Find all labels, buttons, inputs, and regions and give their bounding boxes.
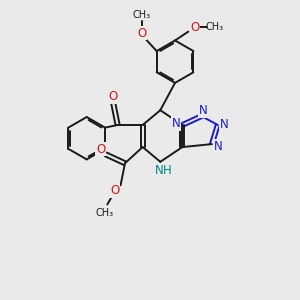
Text: N: N: [199, 104, 207, 117]
Text: O: O: [111, 184, 120, 197]
Text: O: O: [190, 21, 200, 34]
Text: O: O: [108, 90, 117, 103]
Text: N: N: [155, 164, 164, 176]
Text: CH₃: CH₃: [206, 22, 224, 32]
Text: CH₃: CH₃: [95, 208, 113, 218]
Text: O: O: [96, 142, 105, 156]
Text: CH₃: CH₃: [133, 10, 151, 20]
Text: N: N: [214, 140, 223, 153]
Text: O: O: [137, 27, 147, 40]
Text: H: H: [163, 164, 172, 176]
Text: N: N: [220, 118, 229, 131]
Text: N: N: [172, 117, 180, 130]
